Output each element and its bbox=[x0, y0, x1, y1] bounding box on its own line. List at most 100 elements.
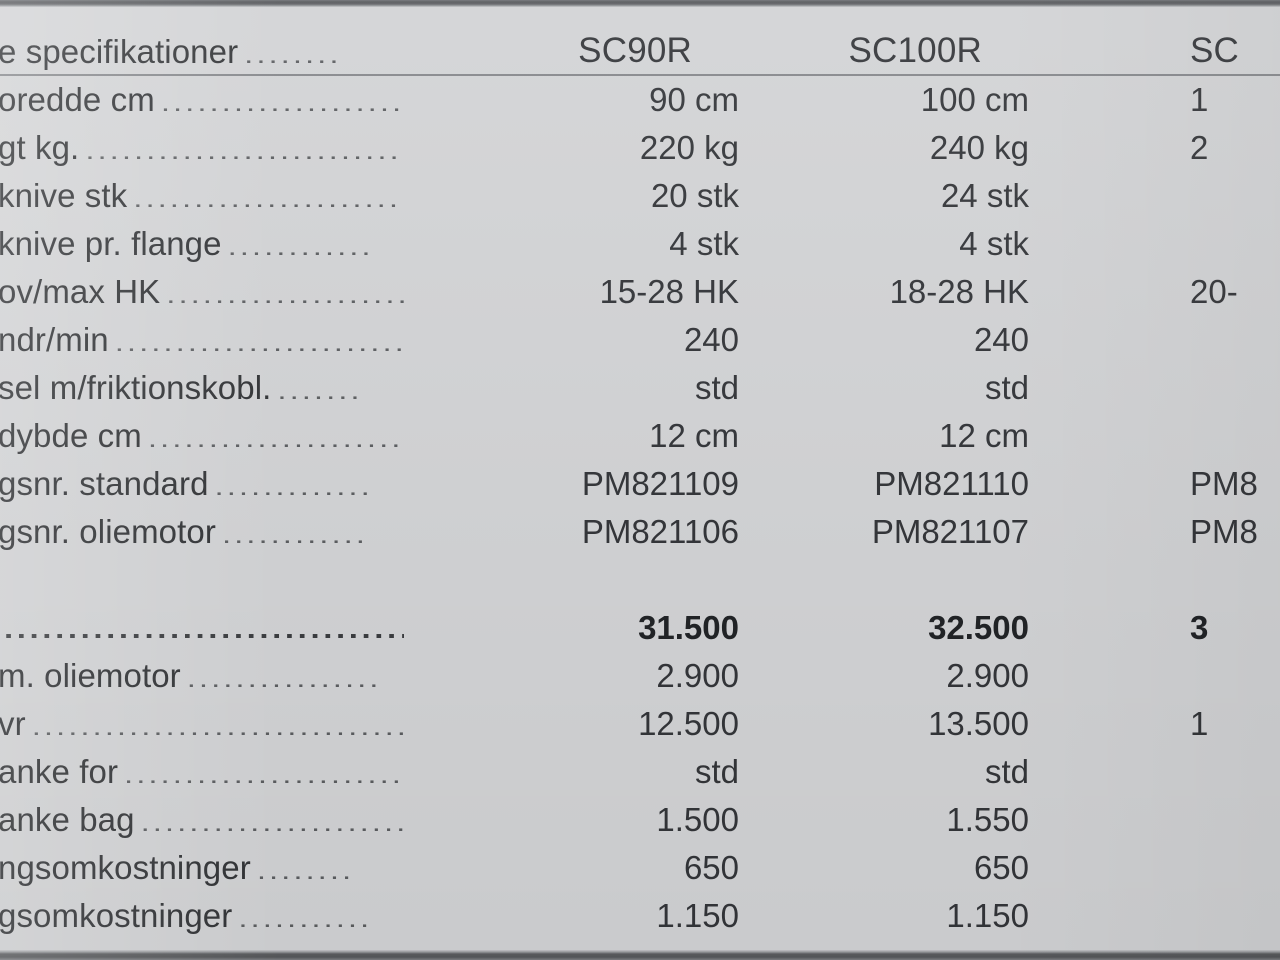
price-value-col3 bbox=[1029, 844, 1280, 892]
price-value-sc90r: 650 bbox=[683, 849, 739, 886]
price-value-col3 bbox=[1029, 796, 1280, 844]
table-top-rule bbox=[0, 0, 1280, 7]
price-value-sc100r: std bbox=[984, 753, 1029, 790]
dotted-leader: ........ bbox=[244, 43, 342, 63]
spec-value-col3 bbox=[1029, 412, 1280, 460]
table-row: m. oliemotor................ 2.900 2.900 bbox=[0, 652, 1280, 700]
price-value-col3 bbox=[1029, 652, 1280, 700]
spec-value-col3 bbox=[1029, 172, 1280, 220]
spec-value-col3: PM8 bbox=[1190, 513, 1258, 550]
spec-value-sc90r: 240 bbox=[683, 321, 739, 358]
price-row-label-cell: .................................. bbox=[0, 604, 454, 652]
row-label: oredde cm bbox=[0, 81, 155, 118]
price-value-col3 bbox=[1029, 748, 1280, 796]
spacer-cell bbox=[739, 556, 1029, 604]
label-inner: vr............................... bbox=[0, 705, 454, 743]
price-row-label-cell: m. oliemotor................ bbox=[0, 652, 454, 700]
spec-value-sc100r: std bbox=[984, 369, 1029, 406]
label-inner: anke bag...................... bbox=[0, 801, 454, 839]
spec-value-sc90r: 220 kg bbox=[639, 129, 739, 166]
table-row: knive pr. flange............ 4 stk 4 stk bbox=[0, 220, 1280, 268]
dotted-leader: ...................... bbox=[140, 811, 404, 831]
table-row: anke for....................... std std bbox=[0, 748, 1280, 796]
price-row-label-cell: gsomkostninger........... bbox=[0, 892, 454, 940]
dotted-leader: ....................... bbox=[147, 427, 404, 447]
price-value-sc100r: 2.900 bbox=[946, 657, 1029, 694]
spec-value-sc90r: PM821109 bbox=[581, 465, 739, 502]
label-inner: ndr/min......................... bbox=[0, 321, 454, 359]
label-inner: anke for....................... bbox=[0, 753, 454, 791]
spec-value-col3: PM8 bbox=[1190, 465, 1258, 502]
specification-table: e specifikationer........ SC90R SC100R SC or… bbox=[0, 7, 1280, 940]
price-value-sc90r: 12.500 bbox=[638, 705, 739, 742]
price-value-sc90r: 31.500 bbox=[638, 609, 739, 646]
label-inner: oredde cm....................... bbox=[0, 81, 454, 119]
price-value-sc100r: 13.500 bbox=[928, 705, 1029, 742]
dotted-leader: ......................... bbox=[114, 331, 404, 351]
table-row: ov/max HK...................... 15-28 HK 1… bbox=[0, 268, 1280, 316]
row-label: dybde cm bbox=[0, 417, 142, 454]
spec-value-col3 bbox=[1029, 316, 1280, 364]
price-value-col3: 1 bbox=[1190, 705, 1209, 742]
label-inner: .................................. bbox=[0, 618, 454, 638]
price-row-label-cell: anke for....................... bbox=[0, 748, 454, 796]
table-row: vr............................... 12.500 1… bbox=[0, 700, 1280, 748]
price-row-label-cell: ngsomkostninger........ bbox=[0, 844, 454, 892]
spec-value-sc100r: 4 stk bbox=[959, 225, 1029, 262]
spec-value-sc100r: PM821110 bbox=[874, 465, 1029, 502]
spec-value-sc90r: 4 stk bbox=[669, 225, 739, 262]
dotted-leader: ....................... bbox=[160, 91, 404, 111]
label-inner: gt kg............................. bbox=[0, 129, 454, 167]
dotted-leader: ........ bbox=[256, 859, 355, 879]
spec-value-sc100r: 24 stk bbox=[940, 177, 1029, 214]
table-row: ngsomkostninger........ 650 650 bbox=[0, 844, 1280, 892]
row-label: ndr/min bbox=[0, 321, 109, 358]
spec-row-label-cell: dybde cm....................... bbox=[0, 412, 454, 460]
spec-value-sc100r: 100 cm bbox=[920, 81, 1029, 118]
label-inner: gsnr. standard............. bbox=[0, 465, 454, 503]
dotted-leader: .................................. bbox=[4, 618, 404, 638]
dotted-leader: ............................... bbox=[31, 715, 404, 735]
spec-value-sc100r: 18-28 HK bbox=[889, 273, 1029, 310]
spec-row-label-cell: sel m/friktionskobl........ bbox=[0, 364, 454, 412]
row-label: vr bbox=[0, 705, 26, 742]
price-value-sc90r: 1.150 bbox=[656, 897, 739, 934]
row-label: anke bag bbox=[0, 801, 135, 838]
label-inner: e specifikationer........ bbox=[0, 33, 454, 71]
price-value-sc100r: 650 bbox=[973, 849, 1029, 886]
table-row: knive stk........................ 20 stk 2… bbox=[0, 172, 1280, 220]
row-label: sel m/friktionskobl. bbox=[0, 369, 272, 406]
label-inner: ngsomkostninger........ bbox=[0, 849, 454, 887]
dotted-leader: ........... bbox=[238, 907, 373, 927]
row-label: m. oliemotor bbox=[0, 657, 181, 694]
row-label: knive pr. flange bbox=[0, 225, 222, 262]
label-inner: gsnr. oliemotor............ bbox=[0, 513, 454, 551]
spec-value-sc90r: 90 cm bbox=[649, 81, 739, 118]
row-label: knive stk bbox=[0, 177, 128, 214]
spec-value-sc90r: 20 stk bbox=[650, 177, 739, 214]
dotted-leader: ...................... bbox=[166, 283, 404, 303]
column-header-label: SC90R bbox=[578, 31, 692, 70]
column-header-label: SC bbox=[1190, 31, 1240, 70]
spec-row-label-cell: gt kg............................. bbox=[0, 124, 454, 172]
label-inner: m. oliemotor................ bbox=[0, 657, 454, 695]
price-value-col3 bbox=[1029, 892, 1280, 940]
table-row: .................................. 31.500… bbox=[0, 604, 1280, 652]
spec-value-col3: 1 bbox=[1190, 81, 1209, 118]
label-inner: sel m/friktionskobl........ bbox=[0, 369, 454, 407]
column-header-1: SC90R bbox=[454, 7, 739, 76]
spacer-cell bbox=[1029, 556, 1280, 604]
row-label: ngsomkostninger bbox=[0, 849, 251, 886]
column-header-label: SC100R bbox=[848, 31, 982, 70]
dotted-leader: ............ bbox=[221, 523, 368, 543]
dotted-leader: ........................ bbox=[133, 187, 404, 207]
row-label: e specifikationer bbox=[0, 33, 239, 70]
section-spacer-row bbox=[0, 556, 1280, 604]
row-label: gsnr. standard bbox=[0, 465, 209, 502]
table-row: gsomkostninger........... 1.150 1.150 bbox=[0, 892, 1280, 940]
table-row: gt kg............................. 220 kg… bbox=[0, 124, 1280, 172]
label-inner: ov/max HK...................... bbox=[0, 273, 454, 311]
spec-value-sc90r: std bbox=[694, 369, 739, 406]
column-header-2: SC100R bbox=[739, 7, 1029, 76]
